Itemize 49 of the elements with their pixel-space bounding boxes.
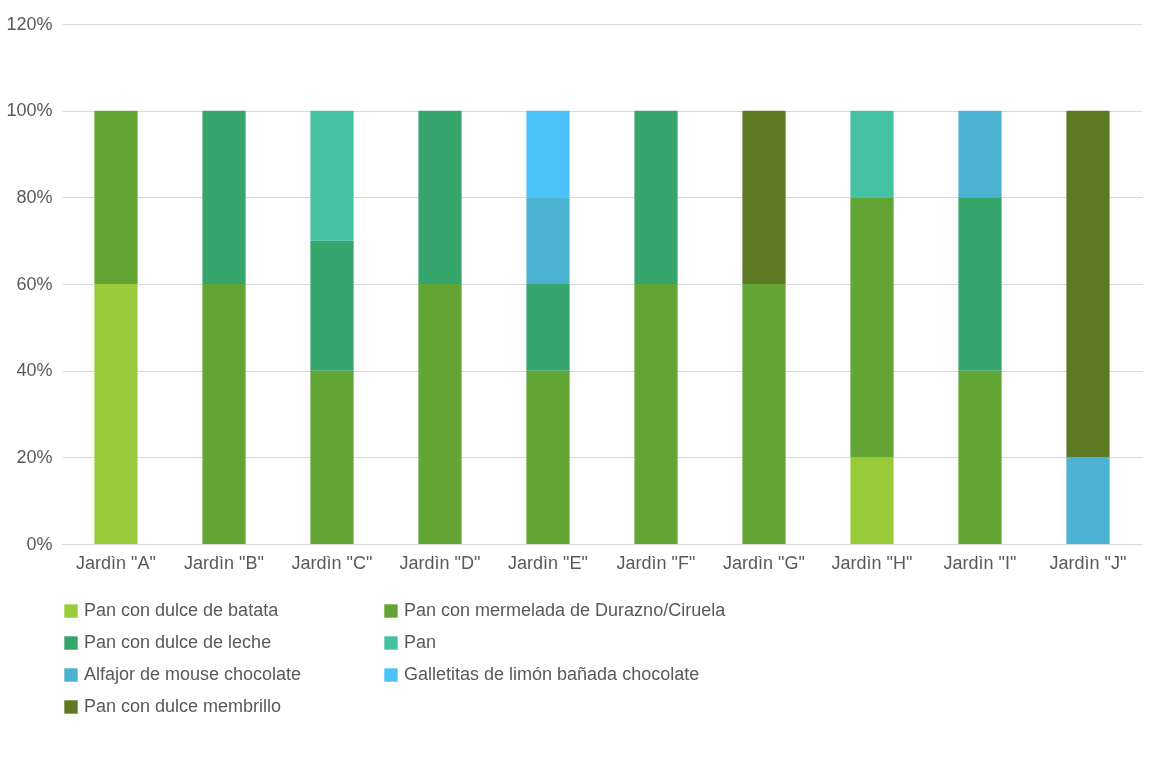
bar: [742, 110, 786, 284]
x-tick-label: Jardìn "I": [943, 552, 1017, 573]
bar: [526, 110, 570, 198]
bar: [634, 284, 678, 544]
bar: [94, 284, 138, 544]
legend-label: Alfajor de mouse chocolate: [84, 664, 302, 684]
bar: [526, 370, 570, 544]
x-tick-label: Jardìn "B": [184, 552, 264, 573]
y-tick-label: 0%: [26, 533, 53, 554]
bar: [850, 110, 894, 198]
bar: [958, 370, 1002, 544]
x-tick-label: Jardìn "F": [616, 552, 696, 573]
legend-label: Pan con dulce de batata: [84, 600, 280, 620]
bar: [418, 110, 462, 284]
legend-label: Galletitas de limón bañada chocolate: [404, 664, 700, 684]
y-tick-label: 40%: [16, 360, 53, 381]
bar: [418, 284, 462, 544]
y-tick-label: 100%: [6, 100, 53, 121]
x-tick-label: Jardìn "D": [399, 552, 481, 573]
y-tick-label: 120%: [6, 13, 53, 34]
bar: [310, 110, 354, 241]
bar: [310, 370, 354, 544]
bar: [634, 110, 678, 284]
bar: [94, 110, 138, 284]
bar: [958, 197, 1002, 371]
bar: [202, 284, 246, 544]
legend-label: Pan con dulce de leche: [84, 632, 272, 652]
legend-label: Pan con mermelada de Durazno/Ciruela: [404, 600, 727, 620]
x-tick-label: Jardìn "E": [508, 552, 588, 573]
bar: [850, 457, 894, 544]
bar: [1066, 457, 1110, 544]
x-tick-label: Jardìn "A": [76, 552, 156, 573]
legend-label: Pan con dulce membrillo: [84, 696, 282, 716]
x-tick-label: Jardìn "G": [723, 552, 805, 573]
bar: [850, 197, 894, 458]
bar: [526, 284, 570, 371]
legend-label: Pan: [404, 632, 437, 652]
bar: [310, 240, 354, 371]
x-tick-label: Jardìn "H": [831, 552, 913, 573]
y-tick-label: 20%: [16, 446, 53, 467]
x-tick-label: Jardìn "C": [291, 552, 373, 573]
bar: [1066, 110, 1110, 458]
bar: [958, 110, 1002, 198]
bar: [202, 110, 246, 284]
bar: [526, 197, 570, 284]
x-tick-label: Jardìn "J": [1049, 552, 1127, 573]
bar: [742, 284, 786, 544]
y-tick-label: 80%: [16, 186, 53, 207]
y-tick-label: 60%: [16, 273, 53, 294]
